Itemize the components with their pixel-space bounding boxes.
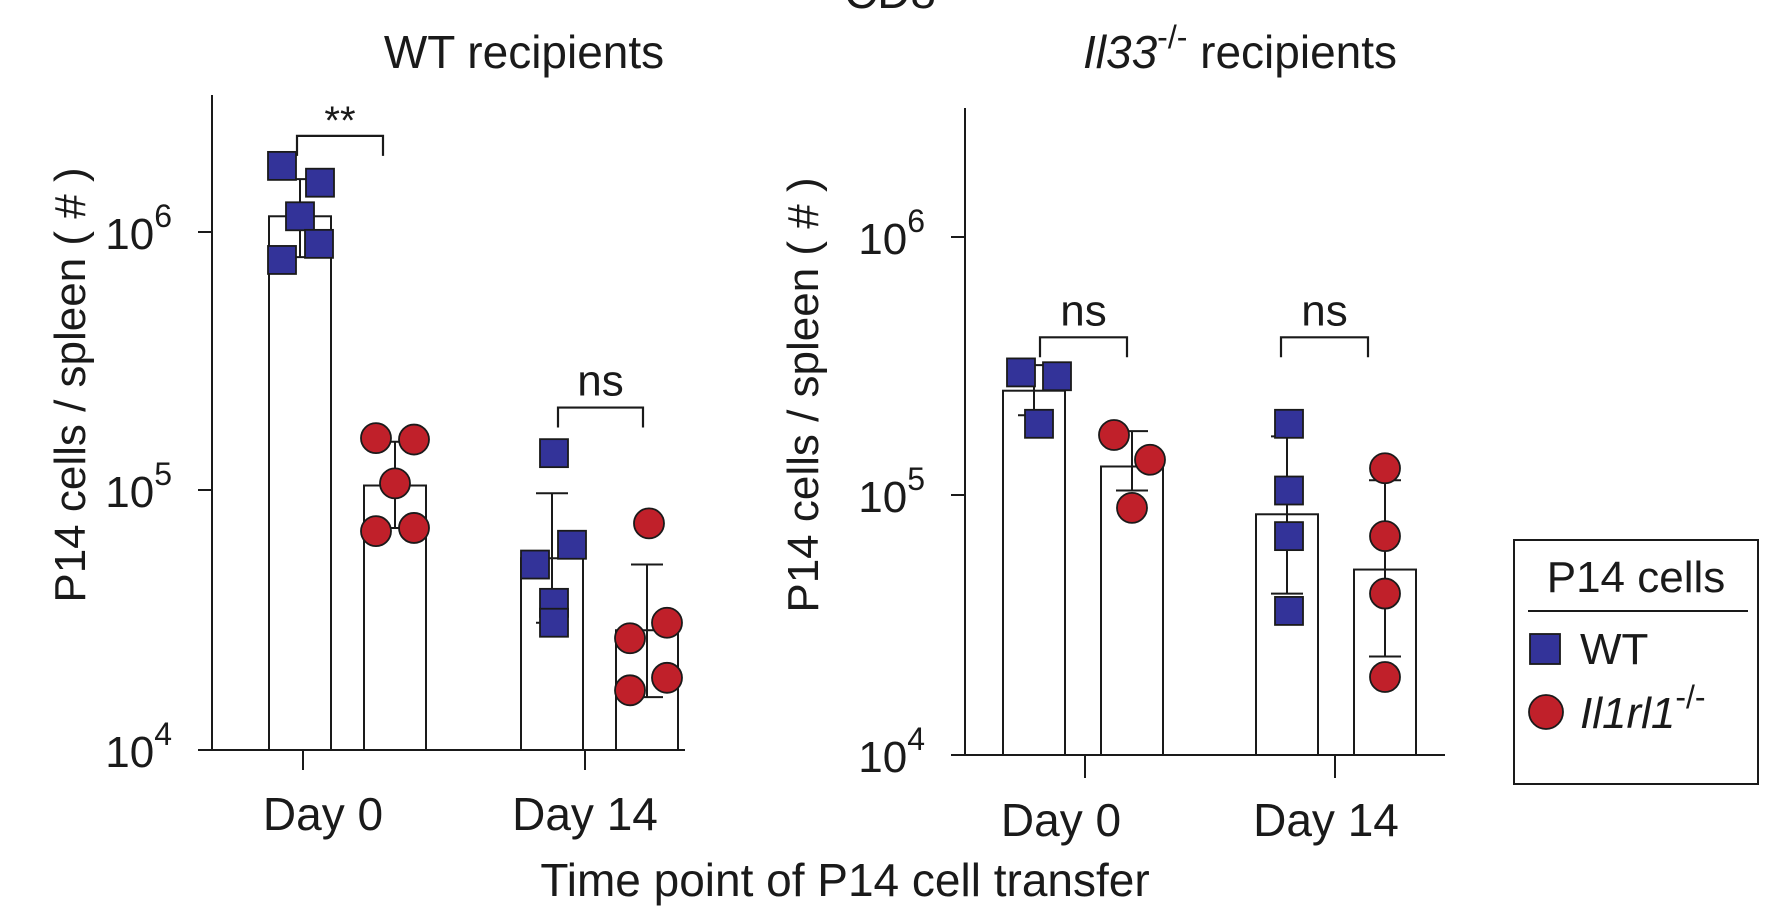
panel1-y-tick-1e5: 105 [105,456,212,517]
panel2-point-day0-ko-1 [1098,419,1130,451]
panel2-point-day14-wt-2 [1274,475,1304,506]
panel2-point-day14-wt-1 [1274,408,1304,439]
panel2-title: Il33-/- recipients [1083,19,1397,78]
panel1-point-day0-wt-3 [285,201,315,232]
panel1-point-day0-ko-5 [398,512,430,544]
panel2-y-tick-label-1e4: 104 [858,721,925,782]
panel1-y-tick-label-1e5: 105 [105,456,172,517]
panel2-point-day0-ko-2 [1134,443,1166,476]
panel1-x-label-day14: Day 14 [512,788,658,840]
panel1-point-day0-wt-5 [267,245,297,275]
panel1-significance-day0: ** [295,99,385,156]
panel2-point-day0-wt-2 [1042,361,1072,392]
legend-ko-marker [1528,694,1564,730]
panel2-significance-label-day14: ns [1301,286,1347,335]
panel1-point-day14-ko-1 [633,507,665,540]
legend-wt-label: WT [1580,625,1648,674]
panel2-point-day0-wt-1 [1006,357,1036,388]
panel1-point-day0-wt-2 [305,167,335,198]
panel2-x-label-day14: Day 14 [1253,794,1399,846]
panel2-y-tick-1e5: 105 [858,461,965,522]
panel2-point-day14-ko-4 [1369,661,1401,693]
legend-title: P14 cells [1547,553,1726,602]
panel2-point-day14-wt-4 [1274,596,1304,626]
panel1-point-day0-ko-4 [360,515,392,548]
panel2-point-day0-ko-3 [1116,491,1148,524]
panel2-point-day14-ko-3 [1369,577,1401,610]
x-axis-title: Time point of P14 cell transfer [540,854,1149,906]
panel-il33-ko-recipients: Il33-/- recipients P14 cells / spleen ( … [779,19,1445,846]
panel2-point-day0-wt-3 [1024,408,1054,439]
panel1-point-day0-wt-1 [267,150,297,181]
panel1-y-axis-label: P14 cells / spleen ( # ) [46,167,95,602]
panel2-y-tick-label-1e6: 106 [858,203,925,264]
panel2-significance-day14: ns [1279,286,1370,358]
panel1-point-day14-ko-5 [614,674,646,707]
panel2-x-label-day0: Day 0 [1001,794,1121,846]
panel1-point-day14-ko-2 [651,606,683,639]
legend-ko-label: Il1rl1-/- [1580,679,1706,738]
panel2-y-tick-label-1e5: 105 [858,461,925,522]
legend: P14 cells WT Il1rl1-/- [1513,539,1759,785]
panel1-point-day14-wt-1 [539,438,569,469]
panel1-x-label-day0: Day 0 [263,788,383,840]
panel1-point-day14-wt-2 [557,529,587,560]
panel1-y-tick-1e4: 104 [105,716,212,777]
panel1-point-day14-wt-5 [539,607,569,638]
panel1-title: WT recipients [384,26,664,78]
panel1-significance-label-day0: ** [324,99,355,143]
panel1-y-tick-1e6: 106 [105,198,212,259]
panel1-point-day0-ko-3 [379,467,411,500]
legend-wt-marker [1529,633,1561,665]
panel1-y-tick-label-1e4: 104 [105,716,172,777]
panel1-significance-label-day14: ns [577,357,623,406]
panel1-point-day0-ko-1 [360,422,392,455]
panel1-point-day0-wt-4 [304,228,334,259]
panel2-point-day14-wt-3 [1274,521,1304,552]
panel1-point-day14-ko-4 [651,661,683,694]
panel2-significance-label-day0: ns [1060,286,1106,335]
panel1-significance-day14: ns [556,357,645,428]
panel2-significance-day0: ns [1038,286,1129,358]
panel1-point-day0-ko-2 [398,423,430,456]
panel1-bar-day0-wt [268,215,332,752]
panel2-point-day14-ko-2 [1369,520,1401,553]
top-label: CD8 [844,0,936,18]
panel2-y-tick-1e6: 106 [858,203,965,264]
panel1-y-tick-label-1e6: 106 [105,198,172,259]
panel1-point-day14-ko-3 [614,622,646,655]
panel2-point-day14-ko-1 [1369,452,1401,485]
panel2-y-axis-label: P14 cells / spleen ( # ) [779,177,828,612]
panel2-y-tick-1e4: 104 [858,721,965,782]
panel1-point-day14-wt-3 [520,549,550,580]
panel2-bar-day0-wt [1002,389,1066,756]
panel-wt-recipients: WT recipients P14 cells / spleen ( # ) 1… [46,26,685,840]
